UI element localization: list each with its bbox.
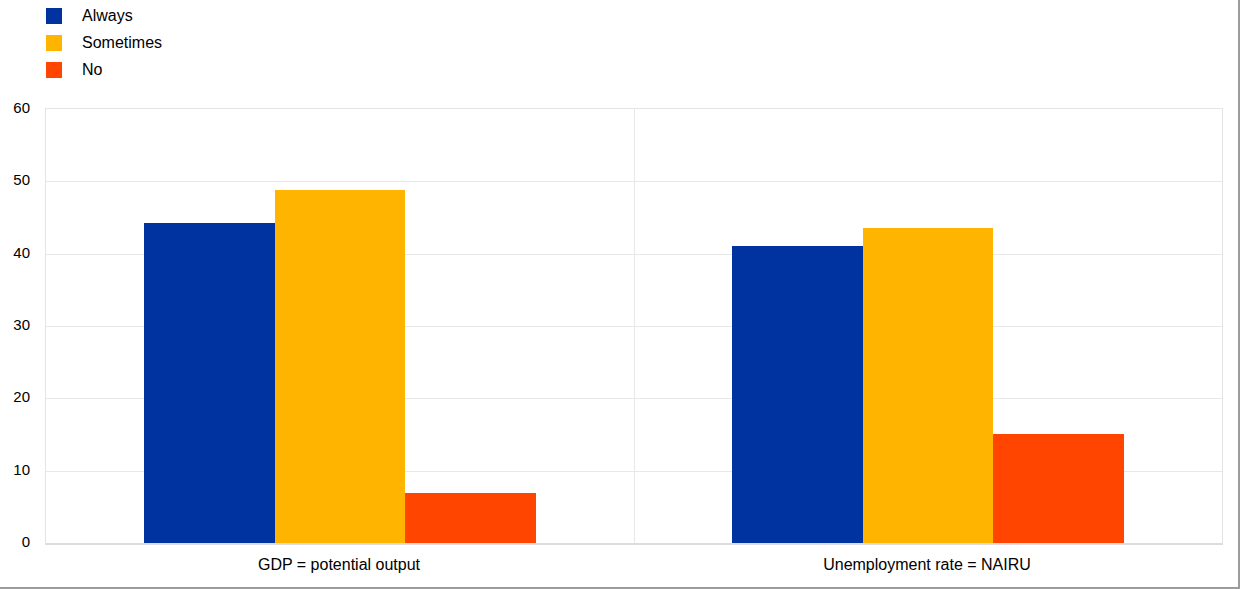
plot-area [45, 108, 1223, 545]
y-tick-label: 10 [13, 461, 30, 479]
legend-item: Always [46, 8, 162, 24]
y-tick-label: 20 [13, 388, 30, 406]
legend-swatch-icon [46, 8, 62, 24]
bar-sometimes-1 [275, 190, 406, 543]
legend-label: Sometimes [82, 35, 162, 51]
bar-always-1 [144, 223, 275, 543]
legend-label: Always [82, 8, 133, 24]
bar-no-1 [405, 493, 536, 543]
bar-no-2 [993, 434, 1124, 543]
legend-label: No [82, 62, 102, 78]
category-label: Unemployment rate = NAIRU [823, 554, 1031, 576]
bar-always-2 [732, 246, 863, 543]
category-separator [634, 109, 635, 543]
chart-frame: Always Sometimes No 0 10 20 30 40 50 60 GDP = po… [0, 0, 1240, 589]
y-axis-tick-labels: 0 10 20 30 40 50 60 [0, 0, 30, 589]
x-axis-labels: GDP = potential output Unemployment rate … [45, 554, 1221, 578]
y-tick-label: 0 [22, 533, 30, 551]
y-tick-label: 40 [13, 244, 30, 262]
bar-sometimes-2 [863, 228, 994, 543]
legend-item: Sometimes [46, 35, 162, 51]
y-tick-label: 50 [13, 171, 30, 189]
y-tick-label: 60 [13, 99, 30, 117]
category-label: GDP = potential output [258, 554, 420, 576]
legend-swatch-icon [46, 35, 62, 51]
legend-swatch-icon [46, 62, 62, 78]
legend-item: No [46, 62, 162, 78]
chart-legend: Always Sometimes No [46, 8, 162, 89]
y-tick-label: 30 [13, 316, 30, 334]
